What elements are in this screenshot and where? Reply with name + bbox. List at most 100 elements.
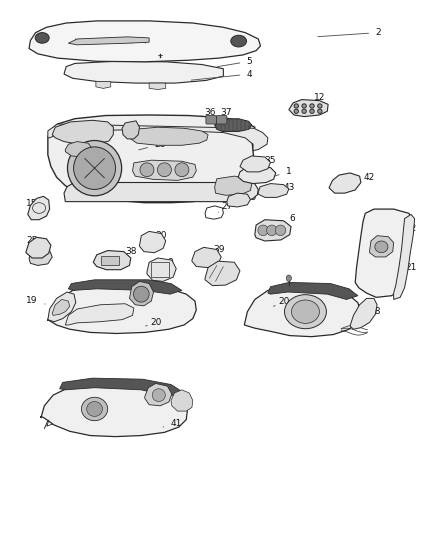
Ellipse shape — [310, 109, 314, 114]
Text: 30: 30 — [152, 231, 167, 241]
Text: 39: 39 — [213, 245, 225, 254]
Text: 27: 27 — [218, 203, 233, 212]
Polygon shape — [52, 300, 70, 316]
Text: 35: 35 — [262, 156, 276, 165]
Polygon shape — [122, 121, 140, 139]
FancyBboxPatch shape — [216, 116, 227, 124]
Polygon shape — [68, 37, 149, 45]
Polygon shape — [289, 100, 328, 117]
Ellipse shape — [258, 225, 268, 236]
Text: 2: 2 — [318, 28, 381, 37]
Ellipse shape — [140, 163, 154, 176]
Text: 43: 43 — [274, 183, 294, 192]
Text: 41: 41 — [163, 419, 182, 428]
Text: 4: 4 — [191, 70, 252, 80]
Polygon shape — [394, 214, 415, 300]
Text: 20: 20 — [146, 318, 161, 327]
Ellipse shape — [134, 286, 149, 302]
Text: 9: 9 — [164, 258, 173, 268]
Ellipse shape — [87, 401, 102, 416]
Polygon shape — [370, 236, 394, 257]
Ellipse shape — [318, 109, 322, 114]
Bar — [151, 262, 169, 277]
Polygon shape — [48, 115, 255, 203]
Ellipse shape — [294, 104, 298, 108]
Text: 38: 38 — [122, 247, 137, 257]
Polygon shape — [355, 209, 413, 297]
Text: 22: 22 — [394, 224, 417, 233]
Ellipse shape — [375, 241, 388, 253]
Polygon shape — [41, 382, 187, 437]
Text: 29: 29 — [237, 119, 249, 129]
Ellipse shape — [35, 33, 49, 43]
Polygon shape — [238, 165, 276, 183]
Polygon shape — [350, 298, 377, 329]
Polygon shape — [29, 248, 52, 265]
Polygon shape — [255, 220, 291, 241]
Text: 6: 6 — [278, 214, 295, 224]
Ellipse shape — [291, 300, 319, 324]
Text: 45: 45 — [243, 193, 258, 202]
Ellipse shape — [231, 35, 247, 47]
Ellipse shape — [310, 104, 314, 108]
Polygon shape — [52, 120, 113, 144]
Polygon shape — [48, 292, 76, 322]
Polygon shape — [65, 142, 92, 157]
Ellipse shape — [302, 104, 306, 108]
Ellipse shape — [74, 147, 116, 189]
Polygon shape — [240, 156, 271, 172]
Polygon shape — [64, 182, 258, 201]
Ellipse shape — [267, 225, 277, 236]
Text: 12: 12 — [305, 93, 325, 107]
Polygon shape — [65, 304, 134, 325]
Text: 21: 21 — [396, 263, 417, 272]
Ellipse shape — [294, 109, 298, 114]
FancyBboxPatch shape — [206, 116, 216, 124]
Ellipse shape — [67, 141, 122, 196]
Polygon shape — [215, 119, 252, 132]
Polygon shape — [64, 61, 223, 83]
Polygon shape — [93, 251, 131, 270]
Polygon shape — [215, 176, 252, 195]
Ellipse shape — [302, 109, 306, 114]
Polygon shape — [48, 124, 268, 151]
Text: 1: 1 — [273, 167, 292, 176]
Text: 19: 19 — [26, 296, 45, 305]
Ellipse shape — [318, 104, 322, 108]
Text: 11: 11 — [226, 263, 238, 272]
Polygon shape — [29, 21, 261, 62]
Ellipse shape — [276, 225, 286, 236]
Polygon shape — [145, 383, 172, 406]
Polygon shape — [227, 193, 251, 207]
Polygon shape — [28, 196, 49, 220]
Polygon shape — [60, 378, 182, 396]
Ellipse shape — [286, 275, 291, 281]
Polygon shape — [149, 83, 166, 90]
Polygon shape — [258, 183, 289, 197]
Polygon shape — [268, 282, 358, 300]
Polygon shape — [26, 237, 51, 258]
Polygon shape — [68, 280, 182, 294]
Text: 15: 15 — [26, 199, 42, 209]
Text: 37: 37 — [220, 108, 231, 119]
Polygon shape — [171, 390, 193, 411]
Text: 36: 36 — [205, 108, 216, 117]
Text: 18: 18 — [361, 307, 381, 316]
Text: 5: 5 — [217, 57, 252, 67]
Text: 42: 42 — [348, 173, 375, 184]
Polygon shape — [48, 284, 196, 334]
Polygon shape — [244, 284, 361, 337]
Polygon shape — [133, 160, 196, 180]
Ellipse shape — [152, 389, 165, 401]
Text: 20: 20 — [274, 296, 290, 306]
Polygon shape — [192, 247, 221, 268]
Ellipse shape — [175, 163, 189, 176]
Text: 28: 28 — [139, 140, 166, 150]
Polygon shape — [140, 231, 166, 253]
Ellipse shape — [81, 397, 108, 421]
Polygon shape — [205, 261, 240, 286]
Polygon shape — [96, 82, 111, 88]
Ellipse shape — [157, 163, 171, 176]
Polygon shape — [131, 127, 208, 146]
Text: 17: 17 — [93, 311, 108, 320]
